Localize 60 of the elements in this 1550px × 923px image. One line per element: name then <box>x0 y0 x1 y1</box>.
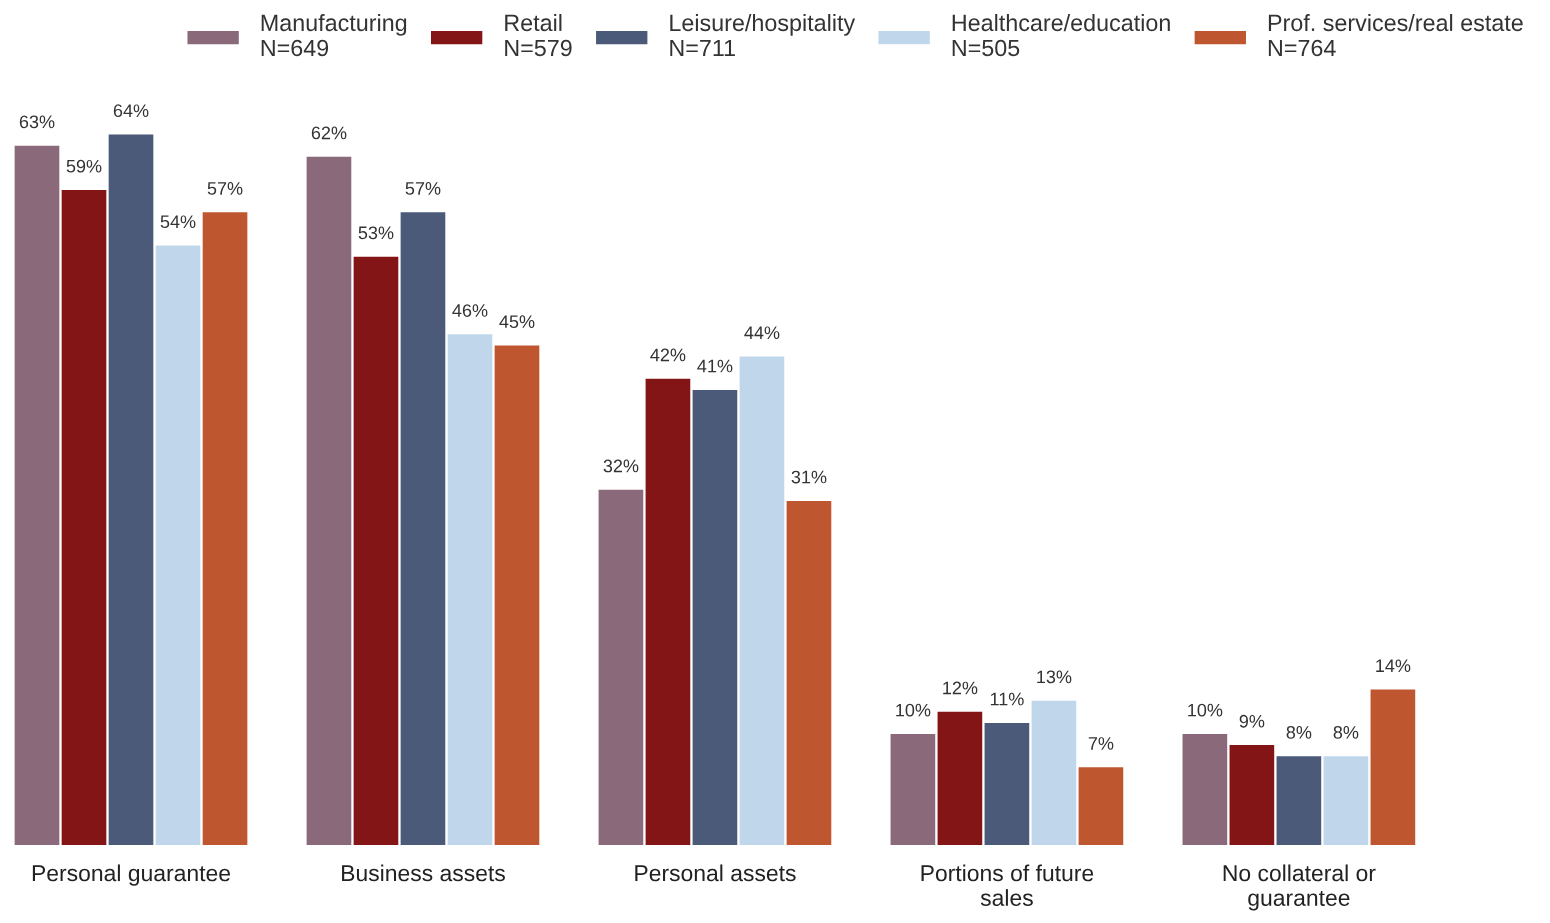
data-label: 13% <box>1037 670 1072 684</box>
x-tick-label: Business assets <box>342 864 505 882</box>
data-label: 8% <box>1286 725 1312 739</box>
data-label: 12% <box>943 681 978 695</box>
bar <box>598 489 644 846</box>
data-label: 32% <box>603 459 639 473</box>
bar <box>202 212 248 846</box>
bar <box>1323 756 1369 846</box>
bar <box>400 212 446 846</box>
data-label: 31% <box>791 470 827 484</box>
data-label: 14% <box>1376 659 1411 673</box>
legend-label: Retail N=579 <box>505 14 572 57</box>
bar <box>890 734 936 846</box>
bar <box>155 245 201 846</box>
bar <box>1370 689 1416 846</box>
bar <box>786 500 832 846</box>
data-label: 7% <box>1088 737 1114 750</box>
data-label: 57% <box>207 182 243 195</box>
bar <box>108 134 154 846</box>
bar <box>937 711 983 846</box>
bar <box>14 145 60 846</box>
data-label: 41% <box>697 359 733 373</box>
data-label: 45% <box>499 315 535 329</box>
data-label: 63% <box>19 115 55 129</box>
bar <box>447 334 493 846</box>
bar <box>1031 700 1077 846</box>
data-label: 9% <box>1239 714 1265 728</box>
data-label: 46% <box>452 304 488 317</box>
legend-label: Prof. services/real estate N=764 <box>1268 14 1523 57</box>
bar <box>1276 756 1322 846</box>
x-tick-label: Personal guarantee <box>32 864 230 886</box>
data-label: 53% <box>358 226 394 240</box>
bar <box>984 722 1030 846</box>
data-label: 42% <box>650 348 686 362</box>
data-label: 64% <box>113 104 149 118</box>
data-label: 62% <box>311 126 347 140</box>
legend-label: Healthcare/education N=505 <box>952 14 1170 57</box>
bar <box>61 190 107 846</box>
bar <box>1078 767 1124 846</box>
data-label: 11% <box>990 692 1024 706</box>
data-label: 57% <box>405 182 441 195</box>
data-label: 10% <box>896 703 931 717</box>
data-label: 54% <box>160 215 196 229</box>
bar <box>692 389 738 846</box>
bar <box>306 156 352 846</box>
bar <box>353 256 399 846</box>
x-tick-label: Portions of future sales <box>921 864 1094 906</box>
bar <box>494 345 540 846</box>
legend-label: Leisure/hospitality N=711 <box>670 14 856 57</box>
bar <box>1182 734 1228 846</box>
x-tick-label: No collateral or guarantee <box>1223 864 1376 911</box>
data-label: 10% <box>1188 703 1223 717</box>
bar <box>645 378 691 846</box>
data-label: 8% <box>1333 725 1359 739</box>
legend-label: Manufacturing N=649 <box>261 14 407 57</box>
data-label: 59% <box>66 159 102 173</box>
bar <box>1229 745 1275 846</box>
data-label: 44% <box>744 326 780 340</box>
bar <box>739 356 785 846</box>
x-tick-label: Personal assets <box>635 864 796 882</box>
